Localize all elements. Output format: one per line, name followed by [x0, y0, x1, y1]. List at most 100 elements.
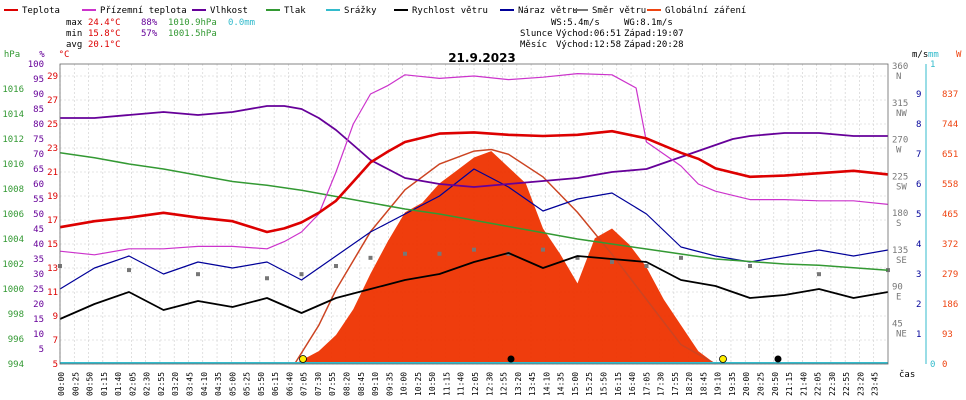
sunrise-marker [299, 355, 307, 363]
tick-percent: 20 [33, 300, 44, 310]
tick-mm: 1 [930, 60, 935, 70]
tick-percent: 10 [33, 330, 44, 340]
tick-x: 08:20 [343, 372, 352, 396]
tick-x: 17:30 [657, 372, 666, 396]
tick-direction-name: SW [896, 182, 907, 192]
moon-set: Západ:20:28 [624, 40, 684, 50]
stat-min-hum: 57% [141, 29, 158, 39]
stat-avg-label: avg [66, 40, 82, 50]
direction-point [196, 272, 200, 277]
tick-x: 00:50 [86, 372, 95, 396]
tick-direction-deg: 135 [892, 246, 908, 256]
stat-max-hum: 88% [141, 18, 158, 28]
tick-x: 18:20 [685, 372, 694, 396]
tick-ms: 7 [916, 150, 921, 160]
tick-x: 07:05 [300, 372, 309, 396]
tick-x: 20:00 [742, 372, 751, 396]
tick-x: 10:50 [428, 372, 437, 396]
tick-x: 20:25 [757, 372, 766, 396]
tick-celsius: 7 [53, 336, 58, 346]
stat-max-press: 1010.9hPa [168, 18, 217, 28]
tick-x: 09:10 [371, 372, 380, 396]
tick-percent: 50 [33, 210, 44, 220]
tick-x: 19:10 [714, 372, 723, 396]
tick-x: 17:05 [642, 372, 651, 396]
tick-hpa: 1004 [2, 235, 24, 245]
tick-x: 16:40 [628, 372, 637, 396]
stat-max-label: max [66, 18, 83, 28]
direction-point [679, 255, 683, 260]
tick-direction-deg: 225 [892, 172, 908, 182]
tick-percent: 25 [33, 285, 44, 295]
moon-label: Měsíc [520, 40, 547, 50]
tick-x: 22:30 [828, 372, 837, 396]
tick-x: 02:30 [143, 372, 152, 396]
tick-direction-name: E [896, 293, 901, 303]
tick-ms: 1 [916, 330, 921, 340]
wind-gust-info: WG:8.1m/s [624, 18, 673, 28]
direction-point [575, 255, 580, 260]
tick-direction-deg: 315 [892, 99, 908, 109]
tick-x: 02:55 [157, 372, 166, 396]
series-rychlost-vetru [59, 252, 889, 320]
tick-hpa: 1000 [2, 285, 24, 295]
tick-direction-deg: 360 [892, 62, 908, 72]
tick-percent: 75 [33, 135, 44, 145]
stat-min-label: min [66, 29, 82, 39]
tick-hpa: 996 [8, 335, 24, 345]
tick-x: 08:45 [357, 372, 366, 396]
tick-x: 00:25 [71, 372, 80, 396]
tick-ms: 5 [916, 210, 921, 220]
tick-x: 04:10 [200, 372, 209, 396]
tick-ms: 6 [916, 180, 921, 190]
tick-w: 651 [942, 150, 958, 160]
direction-point [368, 255, 373, 260]
tick-ms: 3 [916, 270, 921, 280]
tick-x: 15:50 [599, 372, 608, 396]
sun-rise: Východ:06:51 [556, 29, 621, 39]
tick-percent: 95 [33, 75, 44, 85]
tick-hpa: 1014 [2, 110, 24, 120]
moonset-marker [774, 355, 782, 363]
direction-point [403, 251, 407, 256]
tick-celsius: 17 [47, 216, 58, 226]
tick-x: 23:45 [871, 372, 880, 396]
tick-celsius: 9 [53, 312, 58, 322]
tick-percent: 70 [33, 150, 44, 160]
series-teplota [59, 129, 889, 234]
tick-w: 93 [942, 330, 953, 340]
stats-box: max 24.4°C 88% 1010.9hPa 0.0mm min 15.8°… [66, 18, 255, 50]
tick-x: 01:15 [100, 372, 109, 396]
tick-x: 02:05 [128, 372, 137, 396]
tick-x: 13:20 [514, 372, 523, 396]
tick-x: 12:55 [500, 372, 509, 396]
tick-hpa: 1002 [2, 260, 24, 270]
astro-box: WS:5.4m/s WG:8.1m/s Slunce Východ:06:51 … [520, 18, 684, 50]
tick-x: 22:55 [842, 372, 851, 396]
tick-percent: 40 [33, 240, 44, 250]
series-max-zareni [293, 148, 716, 365]
stat-max-temp: 24.4°C [88, 18, 121, 28]
legend-label-3: Vlhkost [210, 6, 248, 16]
direction-point [127, 268, 131, 273]
legend-label-5: Srážky [344, 6, 377, 16]
tick-percent: 80 [33, 120, 44, 130]
tick-percent: 30 [33, 270, 44, 280]
series-tlak [59, 152, 889, 272]
tick-x: 21:40 [799, 372, 808, 396]
sun-set: Západ:19:07 [624, 29, 684, 39]
chart-title: 21.9.2023 [448, 51, 516, 65]
tick-mm: 0 [930, 360, 935, 370]
plot-area [58, 64, 890, 365]
tick-x: 04:35 [214, 372, 223, 396]
tick-ms: 4 [916, 240, 921, 250]
direction-point [472, 247, 476, 252]
tick-percent: 15 [33, 315, 44, 325]
tick-hpa: 1006 [2, 210, 24, 220]
axis-label-x: čas [899, 369, 915, 380]
tick-ms: 9 [916, 90, 921, 100]
tick-x: 20:50 [771, 372, 780, 396]
tick-x: 18:45 [699, 372, 708, 396]
legend-label-6: Rychlost větru [412, 6, 488, 16]
tick-x: 21:15 [785, 372, 794, 396]
